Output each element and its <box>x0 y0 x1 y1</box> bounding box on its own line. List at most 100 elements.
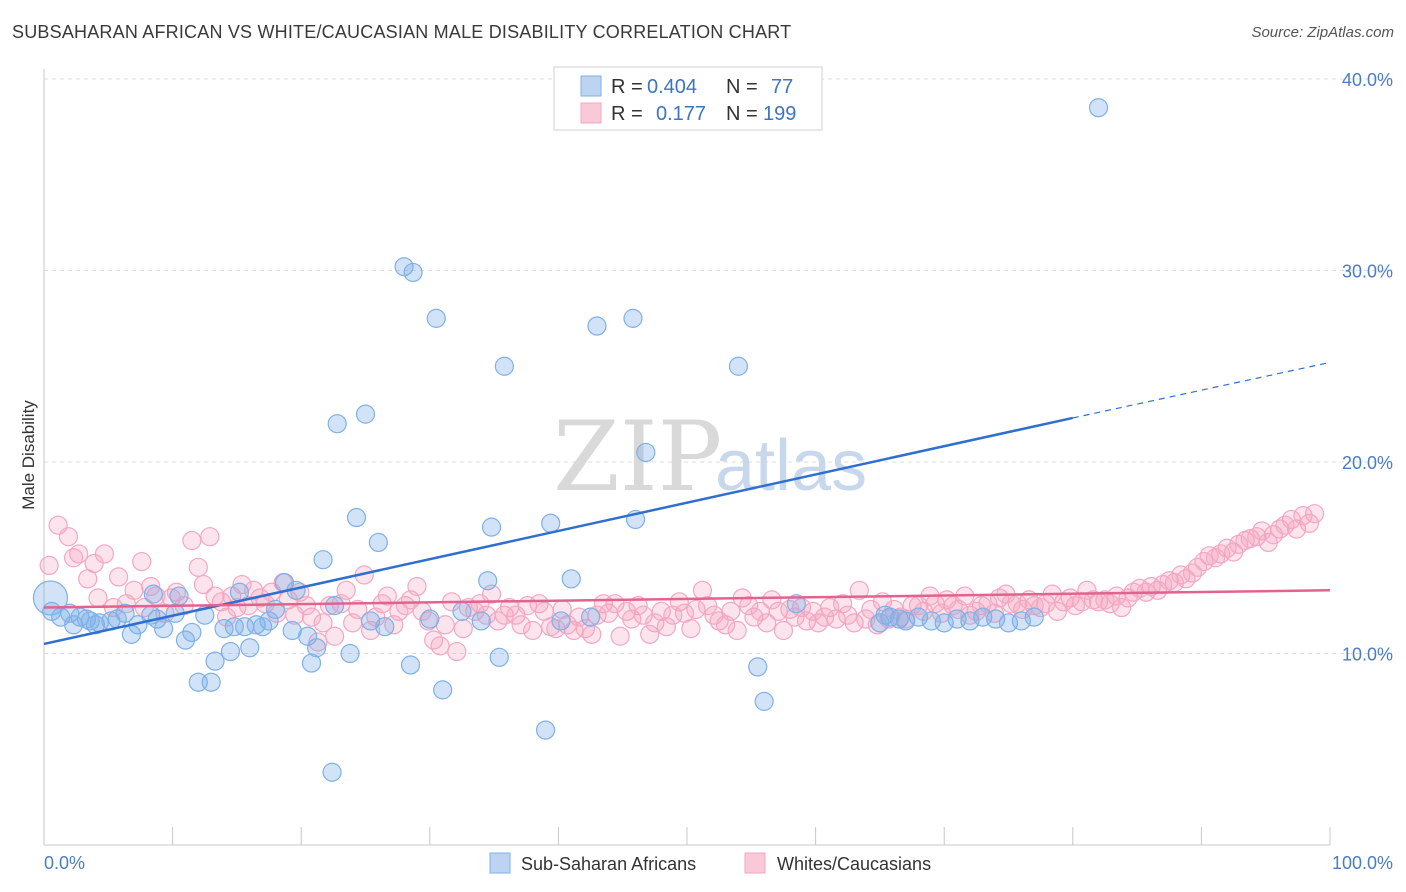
point-sub-saharan-85 <box>934 613 954 633</box>
point-whites-135 <box>844 613 864 633</box>
point-whites-120 <box>757 613 777 633</box>
point-whites-101 <box>645 613 665 633</box>
legend-r-label-1: R = <box>611 76 643 98</box>
point-whites-55 <box>377 586 397 606</box>
point-whites-159 <box>984 603 1004 623</box>
point-whites-80 <box>523 620 543 641</box>
trend-line-whites <box>43 589 1331 609</box>
point-whites-58 <box>395 596 415 616</box>
watermark-atlas: atlas <box>715 426 867 506</box>
point-whites-41 <box>296 596 316 616</box>
point-sub-saharan-77 <box>786 594 806 614</box>
point-whites-123 <box>773 620 794 641</box>
point-sub-saharan-60 <box>471 611 491 631</box>
y-tick-label-0: 10.0% <box>1342 645 1393 665</box>
point-sub-saharan-74 <box>728 356 749 376</box>
point-whites-64 <box>430 636 450 656</box>
point-sub-saharan-32 <box>240 638 260 658</box>
point-sub-saharan-12 <box>115 603 135 623</box>
point-sub-saharan-25 <box>201 672 221 692</box>
point-whites-133 <box>833 594 853 614</box>
y-tick-label-2: 30.0% <box>1342 262 1393 282</box>
point-whites-0 <box>39 555 59 576</box>
point-sub-saharan-67 <box>551 611 571 631</box>
legend-r-value-2: 0.177 <box>656 103 706 125</box>
watermark: ZIP atlas <box>553 401 867 513</box>
point-whites-27 <box>217 607 237 627</box>
point-sub-saharan-71 <box>623 308 643 328</box>
trend-line-sub-saharan-extension <box>1072 361 1331 419</box>
point-whites-10 <box>108 567 129 587</box>
point-sub-saharan-75 <box>748 657 768 677</box>
point-whites-78 <box>511 615 531 635</box>
point-whites-181 <box>1112 597 1132 618</box>
point-sub-saharan-54 <box>400 655 421 675</box>
point-sub-saharan-50 <box>361 611 381 631</box>
point-whites-50 <box>348 599 368 620</box>
point-sub-saharan-87 <box>960 611 980 631</box>
y-tick-labels: 10.0% 20.0% 30.0% 40.0% <box>1342 70 1393 665</box>
point-whites-30 <box>232 574 252 595</box>
point-sub-saharan-46 <box>327 414 347 434</box>
point-whites-42 <box>301 607 322 627</box>
point-whites-136 <box>849 580 869 600</box>
x-tick-label-max: 100.0% <box>1332 853 1393 873</box>
point-sub-saharan-43 <box>313 550 333 570</box>
point-whites-7 <box>88 588 108 608</box>
point-sub-saharan-20 <box>169 586 189 606</box>
point-sub-saharan-59 <box>452 601 472 621</box>
y-axis-title: Male Disability <box>19 400 38 510</box>
point-whites-107 <box>681 619 701 639</box>
point-sub-saharan-49 <box>355 404 376 424</box>
point-whites-44 <box>313 613 333 633</box>
point-sub-saharan-89 <box>986 609 1006 629</box>
point-whites-102 <box>651 601 671 621</box>
legend-n-value-1: 77 <box>771 76 793 98</box>
point-sub-saharan-41 <box>301 653 322 673</box>
point-sub-saharan-51 <box>368 532 388 553</box>
point-whites-193 <box>1182 563 1202 583</box>
top-legend: R = 0.404 N = 77 R = 0.177 N = 199 <box>553 66 823 131</box>
point-whites-46 <box>325 626 345 646</box>
point-sub-saharan-93 <box>1088 98 1109 118</box>
point-whites-204 <box>1247 527 1267 547</box>
point-sub-saharan-64 <box>494 356 514 376</box>
point-sub-saharan-58 <box>433 680 453 700</box>
point-sub-saharan-45 <box>325 596 345 616</box>
point-sub-saharan-26 <box>205 651 225 671</box>
point-whites-2 <box>58 527 79 547</box>
point-whites-67 <box>447 641 467 662</box>
point-whites-21 <box>182 530 202 551</box>
bottom-legend-label-sub-saharan: Sub-Saharan Africans <box>521 854 696 874</box>
point-sub-saharan-28 <box>220 641 241 662</box>
point-whites-114 <box>721 601 741 621</box>
x-tick-label-min: 0.0% <box>44 853 85 873</box>
point-whites-117 <box>739 596 759 616</box>
point-whites-103 <box>656 617 677 637</box>
bottom-legend: Sub-Saharan Africans Whites/Caucasians <box>489 852 931 874</box>
point-sub-saharan-91 <box>1011 611 1031 631</box>
series-sub-saharan-africans <box>32 98 1109 782</box>
point-sub-saharan-82 <box>896 611 916 631</box>
point-whites-210 <box>1281 509 1302 530</box>
legend-n-label-2: N = <box>726 103 758 125</box>
point-whites-195 <box>1194 551 1214 572</box>
point-whites-24 <box>200 527 220 547</box>
point-sub-saharan-76 <box>754 691 774 711</box>
point-sub-saharan-22 <box>182 622 202 643</box>
point-whites-105 <box>669 592 689 612</box>
point-sub-saharan-44 <box>322 762 342 782</box>
chart-title: SUBSAHARAN AFRICAN VS WHITE/CAUCASIAN MA… <box>12 22 792 42</box>
point-sub-saharan-3 <box>60 603 80 623</box>
point-sub-saharan-70 <box>587 316 607 336</box>
point-whites-131 <box>820 597 840 618</box>
point-sub-saharan-16 <box>143 584 163 604</box>
point-whites-121 <box>762 590 782 610</box>
point-whites-3 <box>63 548 84 568</box>
point-whites-115 <box>727 620 747 641</box>
point-whites-110 <box>697 596 718 616</box>
point-whites-22 <box>188 557 208 577</box>
point-sub-saharan-68 <box>561 569 581 589</box>
point-sub-saharan-48 <box>346 507 367 528</box>
point-whites-179 <box>1100 594 1120 614</box>
